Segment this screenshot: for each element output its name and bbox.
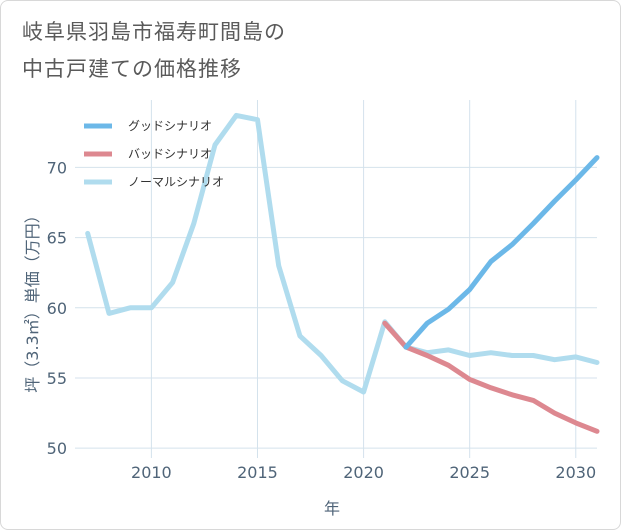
y-tick-label-65: 65 bbox=[47, 229, 67, 248]
series-lines bbox=[85, 112, 600, 434]
y-tick-label-50: 50 bbox=[47, 439, 67, 458]
x-axis-title: 年 bbox=[324, 499, 340, 518]
y-axis-title: 坪（3.3㎡）単価（万円） bbox=[23, 207, 42, 392]
x-tick-label-2030: 2030 bbox=[555, 463, 596, 482]
plot-area bbox=[75, 100, 597, 458]
title-line-1: 岐阜県羽島市福寿町間島の bbox=[22, 20, 286, 44]
x-tick-label-2010: 2010 bbox=[131, 463, 172, 482]
series-line-2 bbox=[85, 112, 600, 395]
y-tick-label-70: 70 bbox=[47, 158, 67, 177]
title-line-2: 中古戸建ての価格推移 bbox=[22, 57, 242, 81]
legend-label-2: ノーマルシナリオ bbox=[128, 175, 224, 189]
x-tick-label-2020: 2020 bbox=[343, 463, 384, 482]
axes: 2010 2015 2020 2025 2030 50 55 60 65 70 bbox=[47, 158, 596, 482]
x-tick-label-2025: 2025 bbox=[449, 463, 490, 482]
grid-lines bbox=[75, 100, 597, 458]
x-tick-label-2015: 2015 bbox=[237, 463, 278, 482]
y-tick-label-55: 55 bbox=[47, 369, 67, 388]
chart-title: 岐阜県羽島市福寿町間島の 中古戸建ての価格推移 bbox=[22, 14, 286, 88]
series-line-0 bbox=[403, 155, 600, 350]
y-tick-label-60: 60 bbox=[47, 299, 67, 318]
series-line-1 bbox=[382, 320, 600, 434]
legend-label-0: グッドシナリオ bbox=[128, 119, 212, 133]
legend-label-1: バッドシナリオ bbox=[128, 147, 212, 161]
